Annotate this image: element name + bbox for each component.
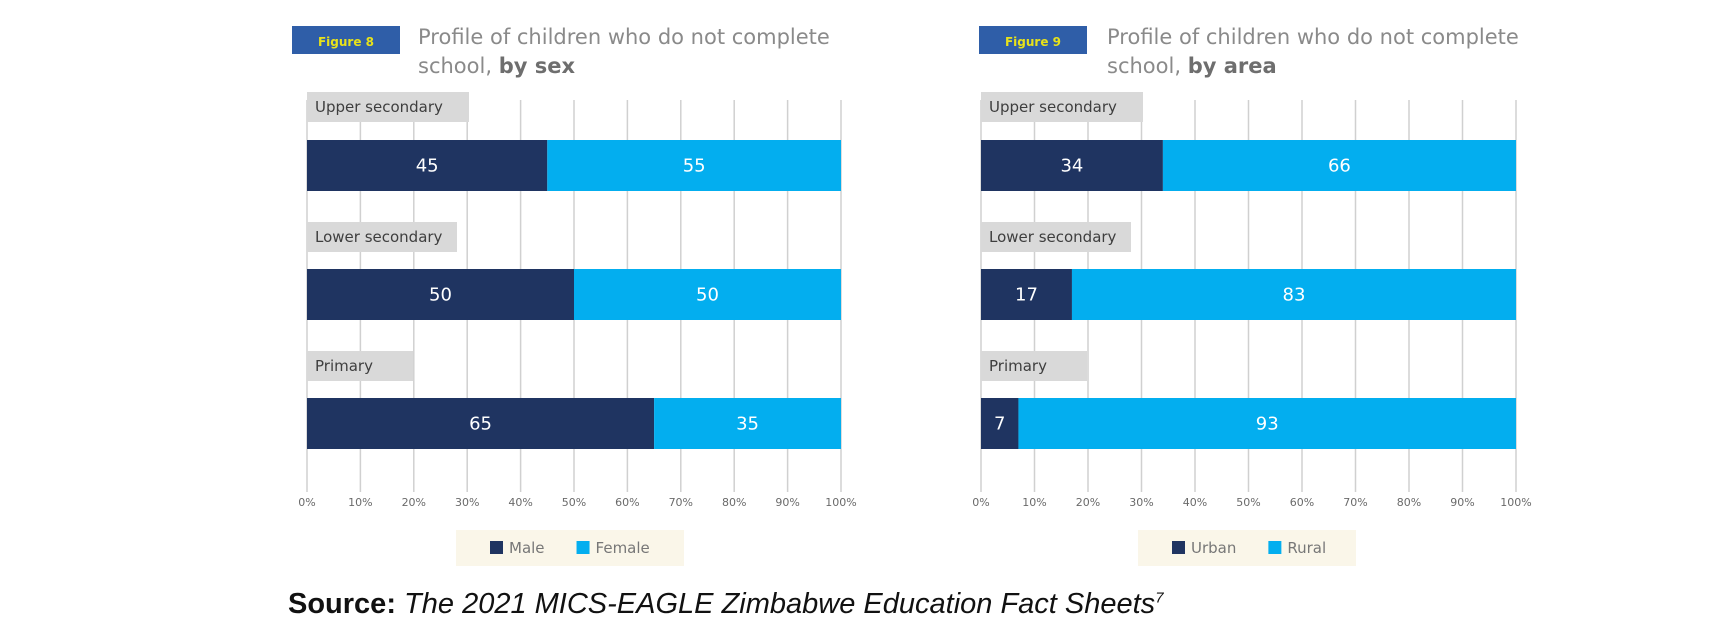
- category-tag: [307, 351, 413, 381]
- legend-swatch: [576, 541, 590, 554]
- category-label: Lower secondary: [989, 228, 1117, 246]
- data-label: 17: [1015, 285, 1038, 306]
- legend-label: Rural: [1287, 539, 1326, 557]
- bar-urban: [981, 269, 1072, 320]
- bar-male: [307, 140, 548, 191]
- category-tag: [981, 92, 1143, 122]
- data-label: 83: [1283, 285, 1306, 306]
- x-tick-label: 20%: [402, 496, 426, 509]
- x-tick-label: 20%: [1076, 496, 1100, 509]
- x-tick-label: 60%: [1290, 496, 1314, 509]
- x-tick-label: 100%: [1500, 496, 1531, 509]
- bar-rural: [1018, 398, 1516, 449]
- data-label: 50: [696, 285, 719, 306]
- x-tick-label: 80%: [1397, 496, 1421, 509]
- figure-title-line-2: school, by sex: [418, 54, 575, 78]
- x-tick-label: 60%: [615, 496, 639, 509]
- bar-urban: [981, 398, 1019, 449]
- data-label: 7: [994, 414, 1005, 435]
- bar-female: [654, 398, 841, 449]
- bar-rural: [1071, 269, 1516, 320]
- legend-label: Female: [596, 539, 650, 557]
- bar-urban: [981, 140, 1163, 191]
- x-tick-label: 90%: [775, 496, 799, 509]
- data-label: 65: [469, 414, 492, 435]
- x-tick-label: 90%: [1450, 496, 1474, 509]
- category-label: Lower secondary: [315, 228, 443, 246]
- figure-title-line-1: Profile of children who do not complete: [1107, 25, 1519, 49]
- figure-2-chart: Figure 9 Profile of children who do not c…: [972, 25, 1532, 566]
- category-label: Upper secondary: [989, 98, 1117, 116]
- x-tick-label: 50%: [562, 496, 586, 509]
- category-label: Primary: [315, 357, 373, 375]
- figure-title-tail: school,: [1107, 54, 1188, 78]
- source-note: Source: The 2021 MICS-EAGLE Zimbabwe Edu…: [288, 588, 1164, 621]
- figure-title-line-1: Profile of children who do not complete: [418, 25, 830, 49]
- source-text: The 2021 MICS-EAGLE Zimbabwe Education F…: [404, 588, 1156, 620]
- x-tick-label: 40%: [1183, 496, 1207, 509]
- x-tick-label: 30%: [1129, 496, 1153, 509]
- figure-title-bold: by sex: [499, 54, 576, 78]
- data-label: 35: [736, 414, 759, 435]
- figure-badge-label: Figure 9: [1005, 35, 1061, 49]
- data-label: 93: [1256, 414, 1279, 435]
- x-tick-label: 70%: [669, 496, 693, 509]
- category-tag: [981, 351, 1087, 381]
- x-tick-label: 10%: [348, 496, 372, 509]
- source-footnote: 7: [1155, 589, 1164, 607]
- figure-title-line-2: school, by area: [1107, 54, 1277, 78]
- x-tick-label: 80%: [722, 496, 746, 509]
- figure-1-chart: Figure 8 Profile of children who do not c…: [292, 25, 857, 566]
- figure-badge: [292, 26, 400, 54]
- legend-swatch: [490, 541, 503, 554]
- legend-swatch: [1172, 541, 1185, 554]
- source-label: Source:: [288, 588, 396, 620]
- x-tick-label: 50%: [1236, 496, 1260, 509]
- data-label: 66: [1328, 156, 1351, 177]
- category-tag: [307, 92, 469, 122]
- x-tick-label: 10%: [1022, 496, 1046, 509]
- data-label: 45: [416, 156, 439, 177]
- legend-label: Urban: [1191, 539, 1236, 557]
- x-tick-label: 70%: [1343, 496, 1367, 509]
- legend-swatch: [1268, 541, 1282, 554]
- figure-title-tail: school,: [418, 54, 499, 78]
- bar-male: [307, 269, 574, 320]
- data-label: 50: [429, 285, 452, 306]
- category-tag: [307, 222, 457, 252]
- x-tick-label: 0%: [972, 496, 989, 509]
- legend-label: Male: [509, 539, 545, 557]
- category-label: Primary: [989, 357, 1047, 375]
- figure-title-bold: by area: [1188, 54, 1277, 78]
- x-tick-label: 100%: [825, 496, 856, 509]
- data-label: 55: [683, 156, 706, 177]
- x-tick-label: 40%: [508, 496, 532, 509]
- bar-female: [574, 269, 841, 320]
- bar-male: [307, 398, 655, 449]
- category-tag: [981, 222, 1131, 252]
- x-tick-label: 0%: [298, 496, 315, 509]
- bar-rural: [1162, 140, 1516, 191]
- x-tick-label: 30%: [455, 496, 479, 509]
- data-label: 34: [1060, 156, 1083, 177]
- category-label: Upper secondary: [315, 98, 443, 116]
- figure-badge-label: Figure 8: [318, 35, 374, 49]
- figure-badge: [979, 26, 1087, 54]
- bar-female: [547, 140, 841, 191]
